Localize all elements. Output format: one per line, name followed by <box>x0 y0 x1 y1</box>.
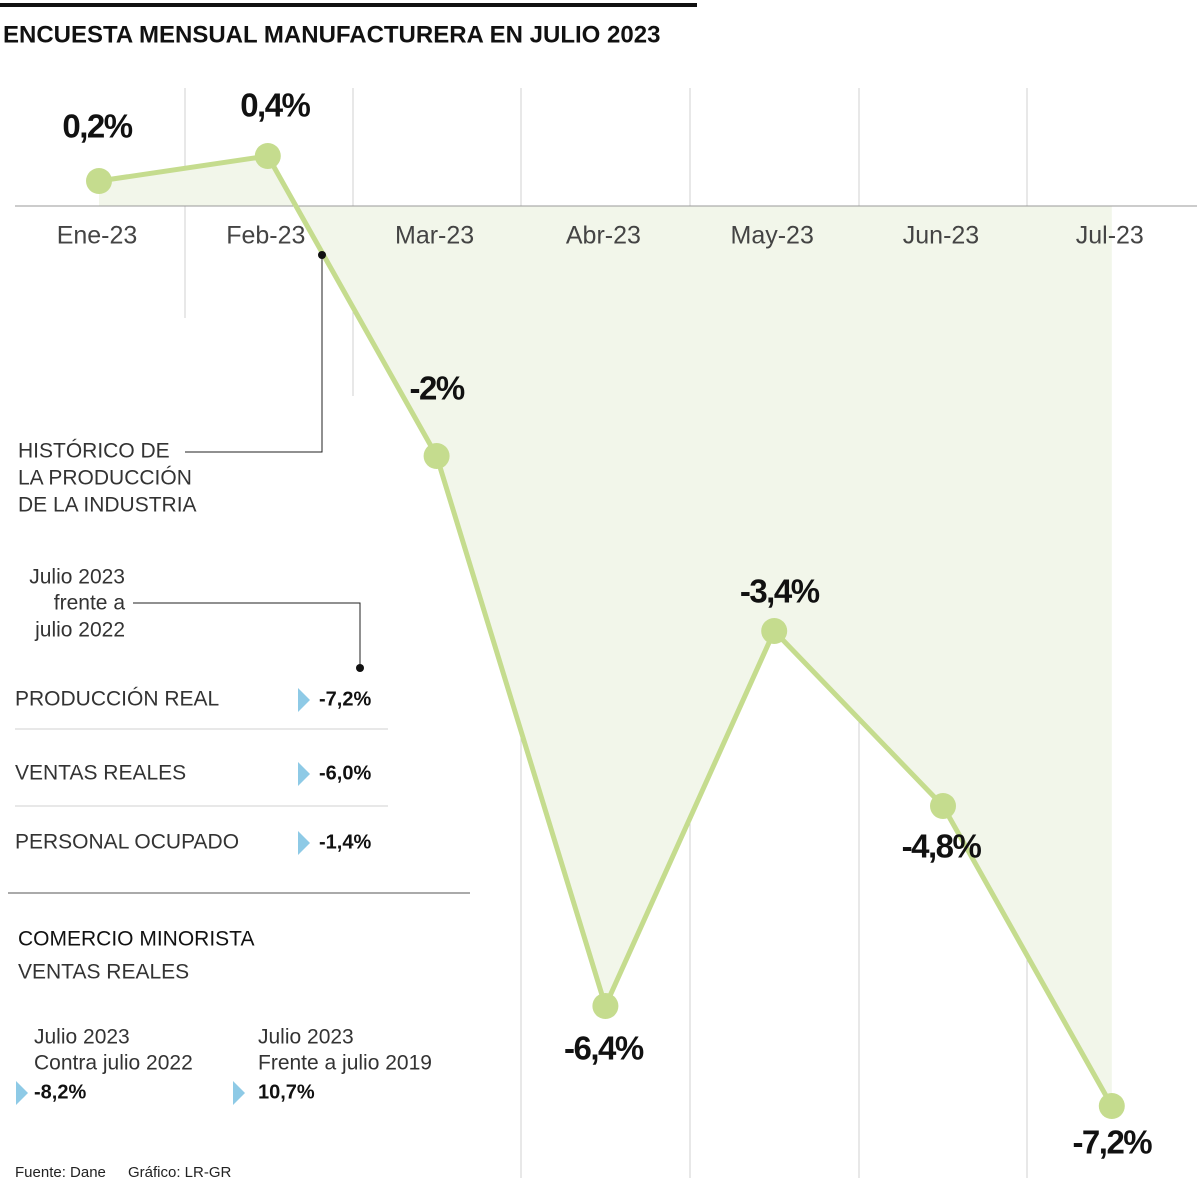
point <box>86 168 112 194</box>
annotation: HISTÓRICO DE <box>18 440 170 463</box>
chart-title: ENCUESTA MENSUAL MANUFACTURERA EN JULIO … <box>3 21 660 48</box>
data-label: 0,4% <box>240 87 310 124</box>
x-tick-label: Jul-23 <box>1076 222 1144 250</box>
row-label: PERSONAL OCUPADO <box>15 831 239 854</box>
data-label: -2% <box>410 370 465 407</box>
point <box>1098 1093 1125 1119</box>
retail-period: Frente a julio 2019 <box>258 1052 432 1075</box>
x-tick-label: Feb-23 <box>226 222 305 250</box>
retail-period: Contra julio 2022 <box>34 1052 193 1075</box>
point <box>423 443 450 469</box>
data-label: -3,4% <box>740 573 820 610</box>
connector-dot <box>356 664 364 672</box>
point <box>930 793 956 819</box>
period: Julio 2023 <box>29 566 125 589</box>
credit: Gráfico: LR-GR <box>128 1164 232 1181</box>
connector <box>185 255 323 453</box>
data-label: -6,4% <box>564 1030 644 1067</box>
row-value: -6,0% <box>319 762 371 784</box>
annotation: DE LA INDUSTRIA <box>18 494 197 517</box>
retail-value: 10,7% <box>258 1081 315 1103</box>
x-tick-label: May-23 <box>731 222 814 250</box>
plot: Ene-23 Feb-23 Mar-23 Abr-23 May-23 Jun-23 Jul-… <box>15 87 1197 1161</box>
x-tick-label: Ene-23 <box>57 222 138 250</box>
marker <box>298 762 310 786</box>
data-label: -4,8% <box>902 828 982 865</box>
marker <box>233 1081 245 1105</box>
source: Fuente: Dane <box>15 1164 106 1181</box>
x-tick-label: Abr-23 <box>566 222 641 250</box>
retail-subtitle: VENTAS REALES <box>18 961 189 984</box>
area <box>99 156 1112 1106</box>
marker <box>16 1081 28 1105</box>
retail-value: -8,2% <box>34 1081 86 1103</box>
retail-title: COMERCIO MINORISTA <box>18 928 254 951</box>
connector-dot <box>318 251 326 259</box>
x-tick-label: Mar-23 <box>395 222 474 250</box>
row-label: VENTAS REALES <box>15 762 186 785</box>
retail-period: Julio 2023 <box>258 1026 354 1049</box>
row-label: PRODUCCIÓN REAL <box>15 688 219 711</box>
point <box>592 993 619 1019</box>
marker <box>298 831 310 855</box>
marker <box>298 688 310 712</box>
period: frente a <box>54 592 126 615</box>
row-value: -7,2% <box>319 688 371 710</box>
annotation: LA PRODUCCIÓN <box>18 467 192 490</box>
data-label: -7,2% <box>1072 1124 1152 1161</box>
connector <box>133 602 361 668</box>
period: julio 2022 <box>34 619 125 642</box>
retail-period: Julio 2023 <box>34 1026 130 1049</box>
row-value: -1,4% <box>319 831 371 853</box>
x-tick-label: Jun-23 <box>903 222 979 250</box>
point <box>254 143 281 169</box>
data-label: 0,2% <box>62 108 132 145</box>
point <box>761 618 788 644</box>
